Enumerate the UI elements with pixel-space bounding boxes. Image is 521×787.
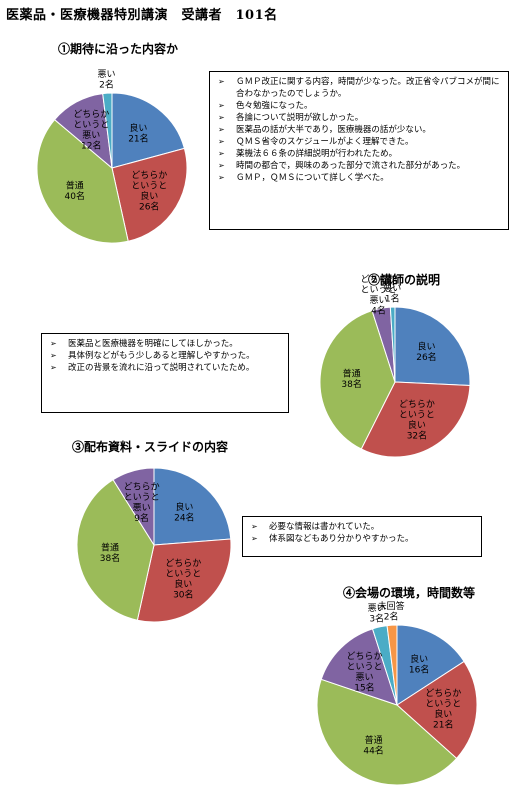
comment-item: 時間の都合で，興味のあった部分で流された部分があった。 bbox=[218, 160, 502, 172]
pie-slice bbox=[319, 309, 396, 450]
pie-slice bbox=[111, 92, 186, 169]
pie-slice bbox=[389, 306, 396, 383]
pie-slice bbox=[320, 628, 398, 706]
pie-slice bbox=[112, 467, 155, 547]
pie-slice bbox=[394, 306, 471, 387]
comment-item: 体系図などもあり分かりやすかった。 bbox=[251, 533, 475, 545]
pie-slice bbox=[36, 118, 129, 244]
pie-slice bbox=[386, 624, 398, 706]
comment-item: 各論について説明が欲しかった。 bbox=[218, 112, 502, 124]
slice-label: 悪い 3名 bbox=[368, 603, 386, 625]
chart-2-title: ②講師の説明 bbox=[368, 273, 441, 287]
pie-slice bbox=[396, 624, 465, 706]
slice-label: 良い 24名 bbox=[174, 501, 194, 523]
comment-box-3: 必要な情報は書かれていた。 体系図などもあり分かりやすかった。 bbox=[242, 516, 482, 557]
slice-label: どちらかというと悪い 4名 bbox=[360, 274, 396, 317]
comment-box-2: 医薬品と医療機器を明確にしてほしかった。 具体例などがもう少しあると理解しやすか… bbox=[41, 333, 289, 413]
slice-label: どちらかというと良い 30名 bbox=[165, 558, 201, 601]
slice-label: 普通 40名 bbox=[65, 179, 85, 202]
slice-label: 普通 38名 bbox=[100, 541, 120, 564]
pie-slice bbox=[316, 678, 458, 786]
comment-item: 必要な情報は書かれていた。 bbox=[251, 521, 475, 533]
slice-label: 普通 44名 bbox=[363, 734, 383, 757]
comment-item: ＧＭＰ改正に関する内容，時間が少なった。改正省令パブコメが間に合わなかったのでし… bbox=[218, 76, 502, 100]
page-title: 医薬品・医療機器特別講演 受講者 101名 bbox=[6, 8, 278, 23]
pie-slice bbox=[136, 538, 232, 623]
pie-slice bbox=[111, 147, 188, 242]
slice-label: 悪い 1名 bbox=[383, 283, 401, 305]
pie-slice bbox=[153, 467, 232, 546]
slice-label: どちらかというと良い 21名 bbox=[425, 688, 461, 731]
pie-slice bbox=[396, 660, 478, 760]
comment-item: 医薬品と医療機器を明確にしてほしかった。 bbox=[50, 338, 282, 350]
slice-label: 良い 26名 bbox=[416, 341, 436, 364]
comment-item: 具体例などがもう少しあると理解しやすかった。 bbox=[50, 350, 282, 362]
slice-label: どちらかというと悪い 9名 bbox=[124, 481, 160, 523]
comment-item: ＱＭＳ省令のスケジュールがよく理解できた。 bbox=[218, 136, 502, 148]
slice-label: 悪い 2名 bbox=[97, 69, 115, 91]
comment-item: 改正の背景を流れに沿って説明されていたため。 bbox=[50, 362, 282, 374]
pie-slice bbox=[102, 92, 113, 169]
pie-slice bbox=[360, 381, 471, 458]
chart-4-title: ④会場の環境，時間数等 bbox=[343, 586, 476, 600]
chart-3-title: ③配布資料・スライドの内容 bbox=[72, 440, 229, 454]
slice-label: どちらかというと良い 32名 bbox=[399, 399, 435, 442]
comment-item: ＧＭＰ，ＱＭＳについて詳しく学べた。 bbox=[218, 172, 502, 184]
slice-label: どちらかというと悪い 15名 bbox=[346, 651, 382, 694]
comment-item: 医薬品の話が大半であり，医療機器の話が少ない。 bbox=[218, 124, 502, 136]
slice-label: どちらかというと悪い 12名 bbox=[73, 109, 109, 152]
slice-label: 普通 38名 bbox=[341, 367, 361, 390]
comment-box-1: ＧＭＰ改正に関する内容，時間が少なった。改正省令パブコメが間に合わなかったのでし… bbox=[209, 71, 509, 230]
slice-label: 未回答 2名 bbox=[378, 600, 405, 623]
slice-label: 良い 21名 bbox=[128, 122, 148, 145]
comment-item: 色々勉強になった。 bbox=[218, 100, 502, 112]
slice-label: どちらかというと良い 26名 bbox=[131, 170, 167, 213]
slice-label: 良い 16名 bbox=[409, 653, 429, 676]
chart-1-title: ①期待に沿った内容か bbox=[58, 42, 179, 56]
comment-item: 薬機法６６条の詳細説明が行われたため。 bbox=[218, 148, 502, 160]
